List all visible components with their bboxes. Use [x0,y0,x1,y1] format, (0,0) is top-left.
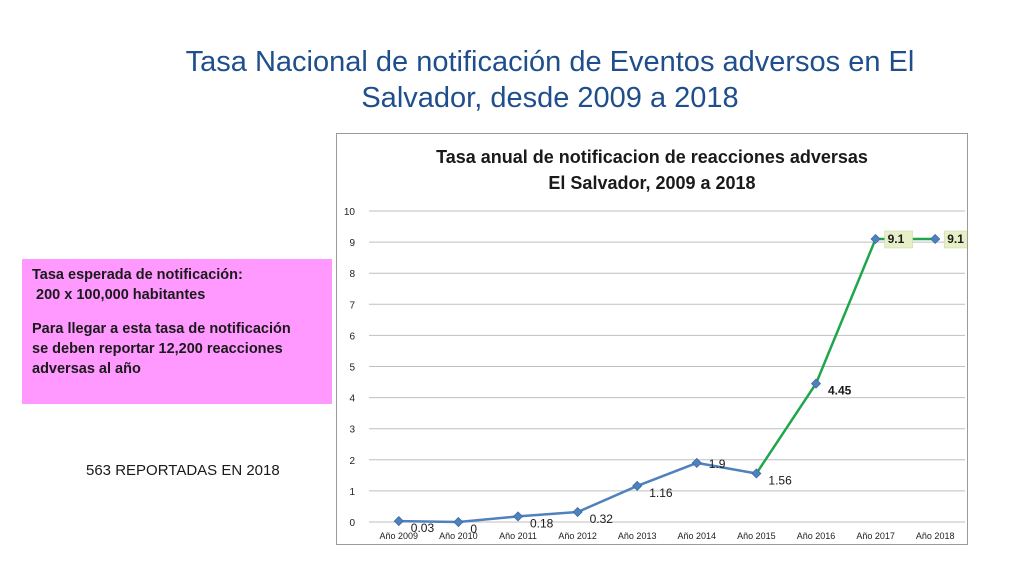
y-tick-label: 4 [349,394,355,405]
note-line-5: adversas al año [32,361,141,377]
x-tick-label: Año 2014 [678,531,717,541]
series-line-segment [457,515,520,524]
reported-count-text: 563 REPORTADAS EN 2018 [86,462,280,479]
data-label: 0.03 [411,521,435,535]
x-tick-label: Año 2009 [380,531,419,541]
data-point [453,516,464,528]
data-label: 1.16 [649,486,673,500]
x-tick-label: Año 2018 [916,531,955,541]
data-label: 9.1 [888,232,905,246]
x-tick-label: Año 2011 [499,531,537,541]
chart-title-line1: Tasa anual de notificacion de reacciones… [436,147,868,167]
expected-rate-note: Tasa esperada de notificación: 200 x 100… [22,259,332,404]
data-point [632,480,643,491]
data-point [512,511,524,522]
x-tick-label: Año 2015 [737,531,776,541]
data-point [393,516,404,527]
chart-frame: 0 1 2 3 4 5 6 7 8 9 10 Año 2009 Año 2010 Año 2011 Año … [336,133,968,545]
y-tick-label: 3 [349,425,355,436]
y-tick-label: 9 [349,238,355,249]
data-point [751,468,762,479]
note-line-3: Para llegar a esta tasa de notificación [32,321,291,337]
slide-title-line2: Salvador, desde 2009 a 2018 [361,82,739,114]
data-point [810,378,822,389]
note-line-2: 200 x 100,000 habitantes [32,287,206,303]
note-line-1: Tasa esperada de notificación: [32,267,243,283]
data-point [870,233,881,245]
x-tick-label: Año 2017 [856,531,895,541]
chart-title-line2: El Salvador, 2009 a 2018 [548,173,756,193]
series-line-segment [755,382,818,475]
data-label: 4.45 [828,384,852,398]
note-line-4: se deben reportar 12,200 reacciones [32,341,283,357]
data-label: 1.56 [768,473,792,487]
data-label: 0.32 [590,512,614,526]
y-tick-label: 0 [349,518,355,529]
slide-title: Tasa Nacional de notificación de Eventos… [160,44,940,116]
series-line-segment [814,237,877,385]
data-point [572,506,583,518]
data-point [930,233,941,245]
y-tick-label: 1 [349,487,355,498]
data-point [691,457,702,468]
series-line-segment [635,461,699,488]
series-line-segment [516,510,579,518]
x-tick-label: Año 2013 [618,531,657,541]
x-tick-label: Año 2016 [797,531,836,541]
y-tick-label: 7 [349,300,355,311]
y-tick-label: 10 [344,207,356,218]
series-line-segment [576,484,639,514]
chart-title: Tasa anual de notificacion de reacciones… [337,144,967,196]
slide-title-line1: Tasa Nacional de notificación de Eventos… [185,46,915,78]
x-tick-label: Año 2010 [439,531,478,541]
y-tick-label: 6 [349,331,355,342]
data-label: 0 [470,522,477,536]
data-label: 1.9 [709,457,726,471]
note-spacer [32,305,322,319]
series-line-segment [397,519,460,524]
y-tick-label: 8 [349,269,355,280]
data-label-highlight [884,230,913,249]
y-tick-label: 5 [349,363,355,374]
series-line-segment [695,461,758,475]
data-label: 0.18 [530,516,554,530]
y-tick-label: 2 [349,456,355,467]
data-label: 9.1 [947,232,964,246]
x-tick-label: Año 2012 [558,531,597,541]
line-chart: 0 1 2 3 4 5 6 7 8 9 10 Año 2009 Año 2010 Año 2011 Año … [344,207,967,541]
data-label-highlight [943,230,967,249]
